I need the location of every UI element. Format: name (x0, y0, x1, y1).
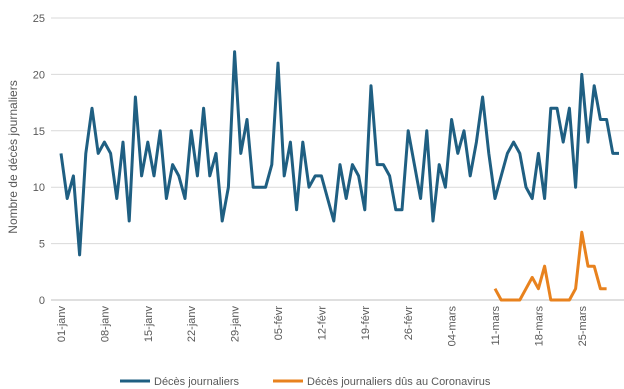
series-lines (59, 50, 619, 302)
legend-label-series-2: Décès journaliers dûs au Coronavirus (307, 376, 491, 388)
y-tick-label: 10 (33, 182, 45, 194)
x-tick-label: 25-mars (577, 306, 589, 347)
x-tick-label: 29-janv (230, 306, 242, 343)
x-tick-label: 15-janv (143, 306, 155, 343)
x-tick-label: 18-mars (533, 306, 545, 347)
x-axis-ticks: 01-janv 08-janv 15-janv 22-janv 29-janv 05-fé… (56, 306, 589, 347)
x-tick-label: 26-févr (403, 306, 415, 341)
y-tick-label: 5 (39, 239, 45, 251)
x-tick-label: 04-mars (447, 306, 459, 347)
x-tick-label: 08-janv (99, 306, 111, 343)
x-tick-label: 19-févr (360, 306, 372, 341)
y-axis-ticks: 0 5 10 15 20 25 (33, 13, 45, 307)
y-tick-label: 20 (33, 69, 45, 81)
y-axis-label: Nombre de décès journaliers (6, 80, 20, 233)
x-tick-label: 12-févr (316, 306, 328, 341)
y-tick-label: 25 (33, 13, 45, 25)
legend-label-series-1: Décès journaliers (154, 376, 239, 388)
x-tick-label: 22-janv (186, 306, 198, 343)
x-tick-label: 11-mars (490, 306, 502, 346)
y-tick-label: 0 (39, 295, 45, 307)
x-tick-label: 05-févr (273, 306, 285, 341)
y-tick-label: 15 (33, 126, 45, 138)
legend: Décès journaliers Décès journaliers dûs … (120, 376, 491, 388)
x-tick-label: 01-janv (56, 306, 68, 343)
series-line-1 (59, 50, 619, 257)
series-line-2 (493, 230, 607, 302)
